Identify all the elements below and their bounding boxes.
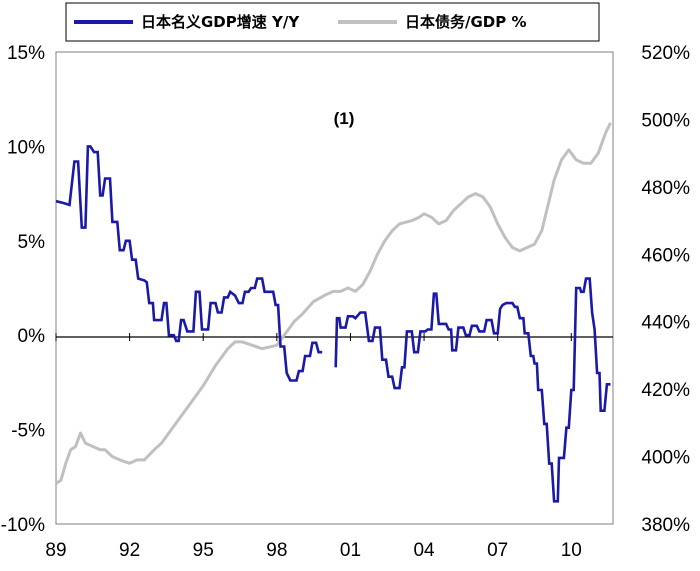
legend: 日本名义GDP增速 Y/Y 日本债务/GDP % <box>65 2 600 42</box>
chart-annotation: (1) <box>334 109 355 128</box>
x-tick-label: 89 <box>45 540 66 561</box>
legend-label-gdp: 日本名义GDP增速 Y/Y <box>141 13 300 31</box>
y-right-tick-label: 460% <box>641 245 690 266</box>
x-tick-label: 98 <box>266 540 287 561</box>
y-right-tick-label: 420% <box>641 380 690 401</box>
y-right-tick-label: 440% <box>641 313 690 334</box>
x-tick-label: 10 <box>561 540 582 561</box>
series-layer <box>55 122 612 503</box>
y-left-tick-label: -5% <box>11 421 45 442</box>
x-tick-label: 07 <box>487 540 508 561</box>
y-right-tick-label: 480% <box>641 178 690 199</box>
legend-box <box>65 2 600 42</box>
y-left-tick-label: 15% <box>7 43 45 64</box>
series-gdp-growth-line <box>55 145 323 382</box>
legend-label-debt: 日本债务/GDP % <box>405 13 527 31</box>
y-right-axis: 520% 500% 480% 460% 440% 420% 400% 380% <box>641 43 690 536</box>
y-left-tick-label: 5% <box>18 232 46 253</box>
y-right-tick-label: 500% <box>641 110 690 131</box>
x-tickmarks <box>55 333 572 341</box>
y-left-tick-label: -10% <box>1 515 45 536</box>
y-left-tick-label: 0% <box>18 326 46 347</box>
y-right-tick-label: 380% <box>641 515 690 536</box>
x-tick-label: 95 <box>193 540 214 561</box>
x-tick-label: 92 <box>119 540 140 561</box>
x-axis: 89 92 95 98 01 04 07 10 <box>45 540 581 561</box>
x-tick-label: 04 <box>413 540 435 561</box>
y-right-tick-label: 520% <box>641 43 690 64</box>
plot-area <box>55 51 614 525</box>
y-left-axis: 15% 10% 5% 0% -5% -10% <box>1 43 45 536</box>
series-gdp-growth-line-2 <box>334 277 611 503</box>
y-left-tick-label: 10% <box>7 137 45 158</box>
series-debt-gdp-line <box>55 122 612 485</box>
y-right-tick-label: 400% <box>641 448 690 469</box>
x-tick-label: 01 <box>340 540 361 561</box>
